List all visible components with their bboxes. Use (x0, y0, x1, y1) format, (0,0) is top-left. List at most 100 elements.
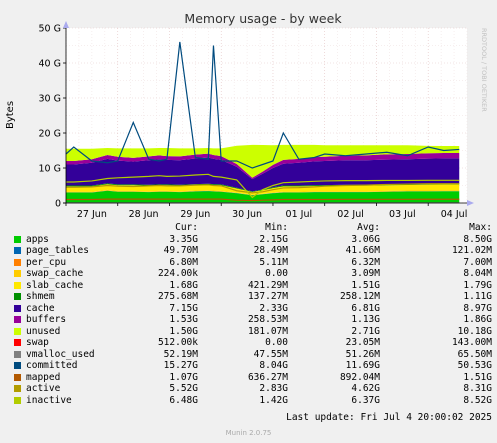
legend-cur: 6.48G (169, 394, 198, 406)
legend-row-inactive: inactive 6.48G 1.42G 6.37G 8.52G (12, 395, 492, 407)
line-mapped (66, 198, 460, 202)
legend-avg: 6.37G (351, 394, 380, 406)
y-tick-label: 20 G (39, 129, 61, 140)
legend-cur: 49.70M (163, 245, 198, 256)
x-tick-label: 04 Jul (441, 209, 468, 220)
area-unused (66, 144, 460, 178)
legend-min: 28.49M (253, 245, 288, 256)
legend-label: vmalloc_used (26, 348, 95, 360)
legend-min: 258.53M (247, 314, 288, 325)
y-tick-label: 40 G (39, 59, 61, 70)
line-committed (65, 41, 460, 169)
legend-min: 2.33G (259, 302, 288, 314)
y-tick-label: 30 G (39, 94, 61, 105)
legend-row-committed: committed 15.27G 8.04G 11.69G 50.53G (12, 360, 492, 372)
legend-avg: 1.13G (351, 314, 380, 325)
legend-avg: 6.81G (351, 302, 380, 314)
line-active (66, 183, 460, 194)
legend-label: committed (26, 360, 78, 371)
legend-cur: 3.35G (169, 233, 198, 245)
legend-max: 143.00M (451, 337, 492, 348)
legend-row-active: active 5.52G 2.83G 4.62G 8.31G (12, 383, 492, 395)
chart-title: Memory usage - by week (184, 11, 342, 26)
legend-swatch (14, 247, 21, 254)
legend-max: 8.97G (463, 302, 492, 314)
legend-label: per_cpu (26, 256, 67, 268)
x-tick-label: 01 Jul (286, 209, 313, 220)
legend-avg: 6.32M (351, 256, 380, 268)
legend-cur: 1.53G (169, 314, 198, 325)
area-slab_cache (66, 184, 460, 195)
legend-cur: 52.19M (163, 348, 198, 360)
legend-min: 421.29M (247, 279, 288, 291)
legend-swatch (14, 293, 21, 300)
legend-header-cur: Cur: (175, 222, 198, 233)
axes (63, 24, 471, 206)
legend-row-per_cpu: per_cpu 6.80M 5.11M 6.32M 7.00M (12, 257, 492, 269)
legend-row-vmalloc_used: vmalloc_used 52.19M 47.55M 51.26M 65.50M (12, 349, 492, 361)
legend-avg: 51.26M (345, 348, 380, 360)
legend-row-page_tables: page_tables 49.70M 28.49M 41.66M 121.02M (12, 245, 492, 257)
legend-row-slab_cache: slab_cache 1.68G 421.29M 1.51G 1.79G (12, 280, 492, 292)
legend-avg: 41.66M (345, 245, 380, 256)
last-update: Last update: Fri Jul 4 20:00:02 2025 (286, 412, 492, 423)
memory-chart: 0 10 G 20 G 30 G 40 G 50 G 27 Jun 28 Jun 29 Jun… (5, 11, 488, 220)
legend-cur: 7.15G (169, 302, 198, 314)
legend-min: 8.04G (259, 360, 288, 371)
legend-header-max: Max: (469, 222, 492, 233)
area-apps (66, 190, 460, 203)
legend-min: 1.42G (259, 394, 288, 406)
legend-avg: 892.04M (339, 371, 380, 383)
legend-header: Cur: Min: Avg: Max: (12, 222, 492, 234)
legend-header-min: Min: (265, 222, 288, 233)
legend-max: 1.51G (463, 371, 492, 383)
legend-label: unused (26, 325, 61, 337)
legend-min: 181.07M (247, 325, 288, 337)
legend-swatch (14, 350, 21, 358)
legend-max: 8.52G (463, 394, 492, 406)
legend-min: 0.00 (265, 337, 288, 348)
legend-row-shmem: shmem 275.68M 137.27M 258.12M 1.11G (12, 291, 492, 303)
legend-avg: 258.12M (339, 291, 380, 302)
legend-row-cache: cache 7.15G 2.33G 6.81G 8.97G (12, 303, 492, 315)
area-page_tables (66, 190, 460, 196)
legend-avg: 4.62G (351, 383, 380, 394)
x-tick-label: 29 Jun (180, 209, 210, 220)
legend-max: 121.02M (451, 245, 492, 256)
legend-max: 1.86G (463, 314, 492, 325)
legend-label: swap (26, 337, 49, 348)
rrdtool-watermark: RRDTOOL / TOBI OETIKER (480, 28, 488, 112)
legend-cur: 1.68G (169, 279, 198, 291)
legend-cur: 275.68M (157, 291, 198, 302)
y-axis-label: Bytes (5, 101, 16, 129)
legend-cur: 15.27G (163, 360, 198, 371)
legend-swatch (14, 339, 21, 346)
legend-avg: 2.71G (351, 325, 380, 337)
y-axis-arrow (63, 21, 69, 28)
x-tick-label: 03 Jul (389, 209, 416, 220)
legend-row-unused: unused 1.50G 181.07M 2.71G 10.18G (12, 326, 492, 338)
legend-swatch (14, 362, 21, 369)
legend-swatch (14, 258, 21, 266)
legend-swatch (14, 270, 21, 277)
legend-label: apps (26, 233, 49, 245)
legend-min: 137.27M (247, 291, 288, 302)
legend-header-avg: Avg: (357, 222, 380, 233)
legend-swatch (14, 373, 21, 381)
legend-swatch (14, 281, 21, 289)
legend-avg: 23.05M (345, 337, 380, 348)
x-tick-label: 28 Jun (129, 209, 159, 220)
legend-swatch (14, 235, 21, 243)
munin-version: Munin 2.0.75 (225, 429, 272, 437)
legend-min: 0.00 (265, 268, 288, 279)
legend-swatch (14, 385, 21, 392)
legend-label: active (26, 383, 61, 394)
line-inactive (66, 173, 460, 199)
legend-cur: 512.00k (157, 337, 198, 348)
legend-label: shmem (26, 291, 55, 302)
legend-swatch (14, 316, 21, 323)
legend-avg: 11.69G (345, 360, 380, 371)
legend-swatch (14, 327, 21, 335)
legend-min: 636.27M (247, 371, 288, 383)
legend-max: 7.00M (463, 256, 492, 268)
